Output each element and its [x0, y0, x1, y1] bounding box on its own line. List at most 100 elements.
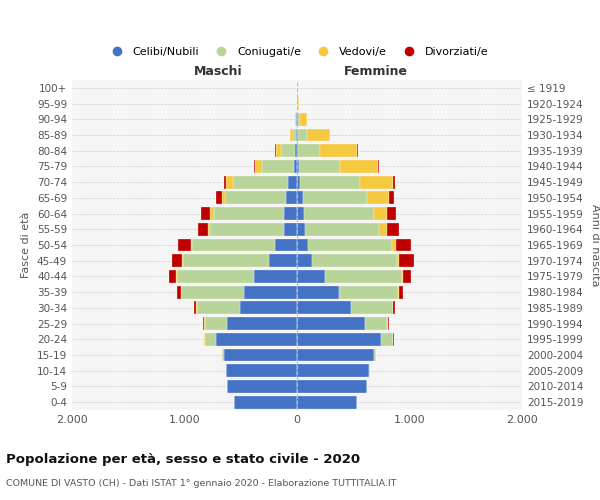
- Bar: [387, 207, 396, 220]
- Bar: [297, 223, 305, 235]
- Bar: [203, 317, 204, 330]
- Bar: [396, 238, 410, 252]
- Bar: [239, 302, 297, 314]
- Text: COMUNE DI VASTO (CH) - Dati ISTAT 1° gennaio 2020 - Elaborazione TUTTITALIA.IT: COMUNE DI VASTO (CH) - Dati ISTAT 1° gen…: [6, 479, 397, 488]
- Bar: [340, 160, 378, 173]
- Bar: [298, 128, 307, 141]
- Bar: [298, 144, 320, 157]
- Bar: [234, 396, 297, 408]
- Bar: [181, 286, 244, 298]
- Bar: [373, 207, 387, 220]
- Bar: [325, 270, 401, 283]
- Bar: [191, 238, 193, 252]
- Bar: [216, 333, 297, 345]
- Bar: [211, 207, 214, 220]
- Bar: [233, 176, 288, 188]
- Text: Popolazione per età, sesso e stato civile - 2020: Popolazione per età, sesso e stato civil…: [6, 452, 360, 466]
- Bar: [389, 192, 394, 204]
- Bar: [198, 223, 208, 235]
- Bar: [205, 333, 216, 345]
- Bar: [227, 317, 297, 330]
- Bar: [401, 270, 403, 283]
- Bar: [351, 302, 392, 314]
- Bar: [256, 160, 262, 173]
- Bar: [356, 144, 358, 157]
- Bar: [297, 333, 382, 345]
- Bar: [275, 144, 281, 157]
- Bar: [227, 380, 297, 393]
- Bar: [367, 192, 389, 204]
- Bar: [392, 238, 396, 252]
- Bar: [300, 113, 307, 126]
- Bar: [311, 254, 397, 267]
- Bar: [297, 176, 301, 188]
- Bar: [379, 223, 387, 235]
- Bar: [194, 302, 196, 314]
- Bar: [297, 207, 304, 220]
- Y-axis label: Anni di nascita: Anni di nascita: [590, 204, 600, 286]
- Bar: [269, 254, 297, 267]
- Bar: [193, 238, 275, 252]
- Bar: [284, 207, 297, 220]
- Bar: [307, 128, 329, 141]
- Bar: [297, 144, 298, 157]
- Bar: [226, 176, 233, 188]
- Bar: [176, 270, 254, 283]
- Bar: [293, 160, 297, 173]
- Bar: [208, 223, 211, 235]
- Bar: [305, 223, 379, 235]
- Bar: [184, 254, 269, 267]
- Y-axis label: Fasce di età: Fasce di età: [22, 212, 31, 278]
- Bar: [244, 286, 297, 298]
- Bar: [216, 192, 221, 204]
- Bar: [226, 364, 297, 377]
- Bar: [254, 270, 297, 283]
- Bar: [297, 317, 365, 330]
- Bar: [221, 348, 224, 362]
- Bar: [392, 176, 395, 188]
- Bar: [382, 333, 392, 345]
- Bar: [197, 302, 239, 314]
- Bar: [388, 317, 389, 330]
- Bar: [397, 254, 400, 267]
- Bar: [399, 286, 403, 298]
- Bar: [297, 128, 298, 141]
- Legend: Celibi/Nubili, Coniugati/e, Vedovi/e, Divorziati/e: Celibi/Nubili, Coniugati/e, Vedovi/e, Di…: [101, 42, 493, 62]
- Bar: [304, 207, 373, 220]
- Bar: [284, 223, 297, 235]
- Bar: [224, 176, 226, 188]
- Bar: [400, 254, 414, 267]
- Text: Maschi: Maschi: [194, 64, 242, 78]
- Bar: [302, 192, 367, 204]
- Bar: [296, 128, 297, 141]
- Bar: [262, 160, 293, 173]
- Bar: [297, 238, 308, 252]
- Bar: [360, 176, 392, 188]
- Bar: [288, 176, 297, 188]
- Bar: [286, 192, 297, 204]
- Bar: [295, 144, 297, 157]
- Bar: [205, 317, 227, 330]
- Bar: [178, 238, 191, 252]
- Bar: [378, 160, 379, 173]
- Bar: [254, 160, 256, 173]
- Bar: [373, 348, 376, 362]
- Bar: [182, 254, 184, 267]
- Bar: [365, 317, 387, 330]
- Bar: [202, 207, 211, 220]
- Text: Femmine: Femmine: [344, 64, 408, 78]
- Bar: [297, 192, 302, 204]
- Bar: [172, 254, 182, 267]
- Bar: [169, 270, 176, 283]
- Bar: [320, 144, 356, 157]
- Bar: [387, 223, 400, 235]
- Bar: [297, 348, 373, 362]
- Bar: [403, 270, 410, 283]
- Bar: [393, 302, 395, 314]
- Bar: [225, 192, 286, 204]
- Bar: [308, 238, 392, 252]
- Bar: [281, 144, 295, 157]
- Bar: [221, 192, 225, 204]
- Bar: [224, 348, 297, 362]
- Bar: [214, 207, 284, 220]
